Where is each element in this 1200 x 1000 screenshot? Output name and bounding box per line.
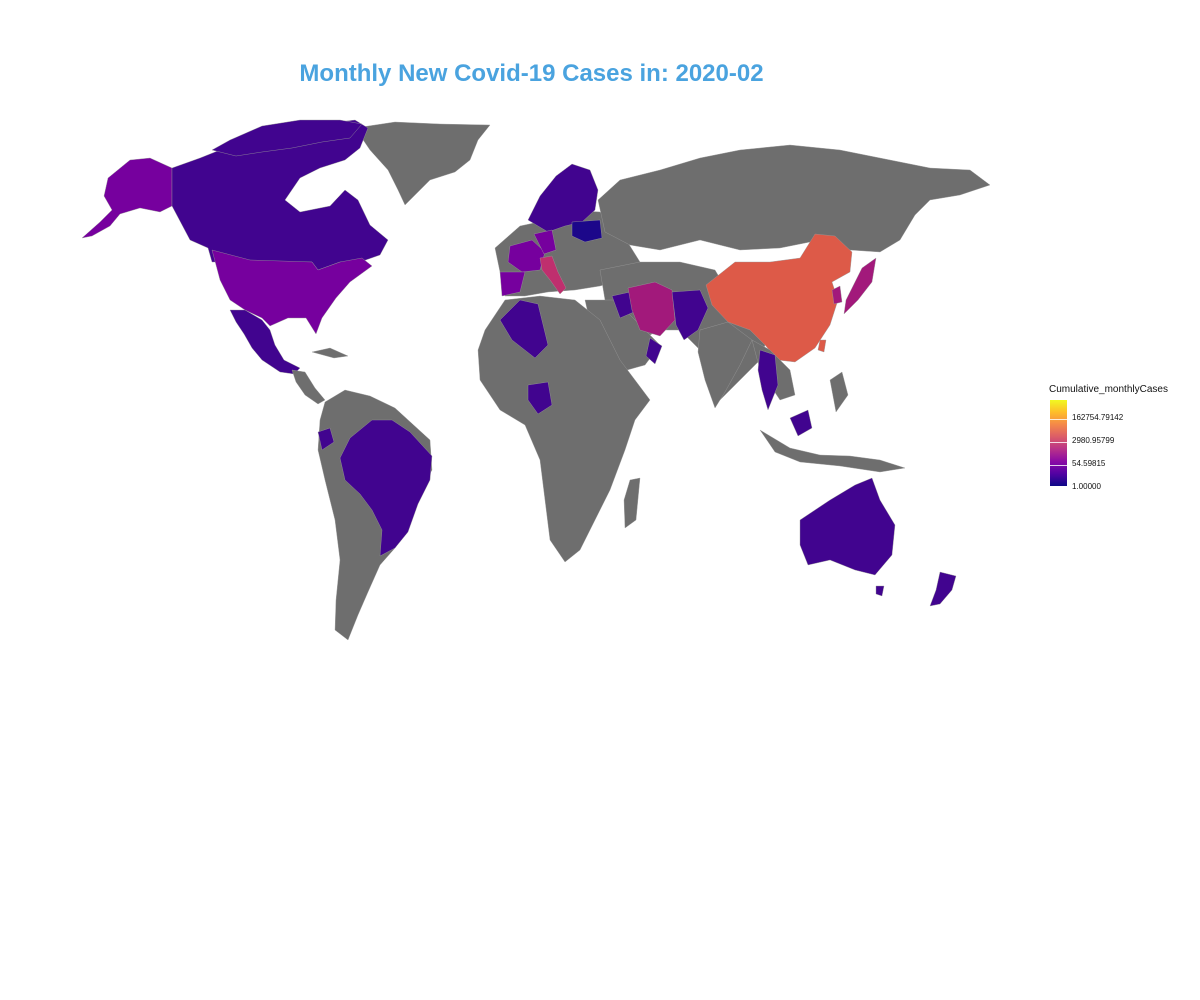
land-layer [81,119,991,641]
legend-break-label: 2980.95799 [1072,436,1115,445]
region-madagascar [623,477,641,529]
region-tasmania [875,585,885,597]
legend-break-label: 1.00000 [1072,482,1101,491]
region-iran [627,281,676,337]
region-scandinavia [527,163,599,233]
region-brazil [339,419,433,557]
region-australia [799,477,896,576]
region-greenland [354,121,491,206]
region-algeria [499,299,549,359]
legend-title: Cumulative_monthlyCases [1049,384,1168,395]
map-title: Monthly New Covid-19 Cases in: 2020-02 [299,60,764,87]
region-new-zealand [929,571,957,607]
legend-break-label: 162754.79142 [1072,413,1124,422]
region-malaysia [789,409,813,437]
region-indonesia [759,429,906,473]
region-france [507,239,546,273]
legend-tick-mark [1050,419,1067,420]
region-korea [831,285,843,305]
region-afghanistan-pakistan [671,289,709,341]
region-taiwan [817,339,827,353]
region-spain [499,271,526,297]
region-cuba [311,347,349,359]
region-belarus [571,219,603,243]
region-africa [477,295,651,563]
legend-break-label: 54.59815 [1072,459,1106,468]
region-italy [539,255,567,295]
world-map [81,119,991,641]
region-central-america [291,369,326,405]
region-thailand [757,349,779,411]
region-philippines [829,371,849,413]
region-nigeria [527,381,553,415]
region-alaska [81,157,173,239]
region-germany [533,229,557,255]
legend: Cumulative_monthlyCases 162754.79142 298… [1049,384,1199,491]
region-oman [645,337,663,365]
region-russia [597,144,991,253]
region-ecuador [317,427,335,451]
region-japan [843,257,877,315]
region-canada-islands [211,119,363,157]
region-india [697,321,753,409]
legend-tick-mark [1050,442,1067,443]
legend-tick-mark [1050,465,1067,466]
legend-color-bar [1050,400,1067,486]
